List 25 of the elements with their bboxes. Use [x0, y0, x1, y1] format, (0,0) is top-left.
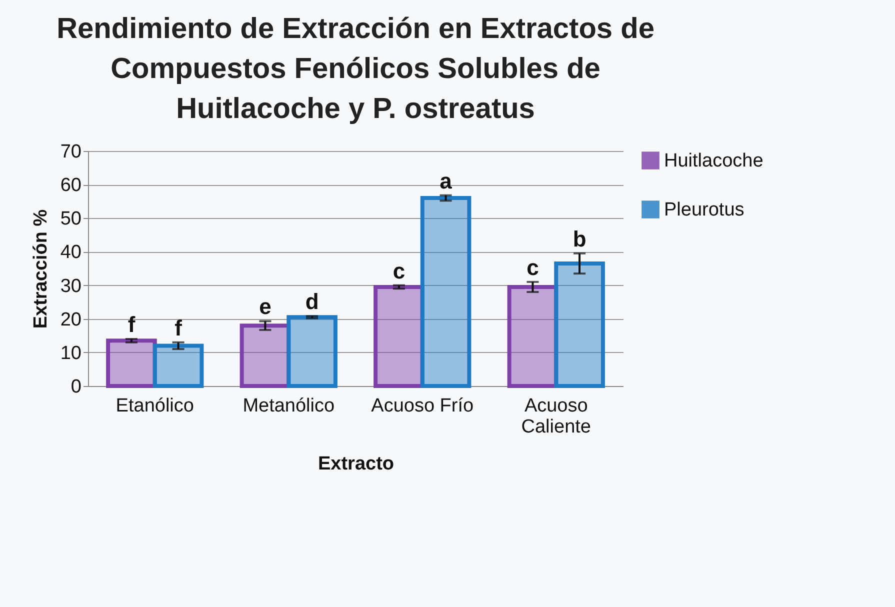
annotation: b	[572, 226, 586, 252]
annotation: f	[174, 315, 183, 340]
annotation: e	[259, 294, 272, 320]
annotation: c	[392, 258, 406, 284]
annotation: a	[440, 168, 453, 194]
x-tick-label: Etanólico	[116, 396, 194, 416]
y-tick-label: 10	[60, 342, 82, 364]
annotation: d	[305, 289, 319, 314]
legend-label: Pleurotus	[664, 200, 744, 220]
y-tick-label: 50	[60, 208, 82, 230]
y-tick-label: 0	[70, 376, 82, 398]
x-tick-label: Metanólico	[242, 396, 335, 416]
y-tick-label: 70	[60, 142, 82, 162]
y-tick-label: 30	[60, 276, 82, 297]
legend-label: Huitlacoche	[664, 150, 764, 172]
y-tick-label: 60	[60, 175, 82, 196]
annotation: c	[526, 254, 539, 280]
x-axis-title: Extracto	[318, 454, 394, 474]
annotation: f	[128, 312, 136, 337]
x-tick-label: Acuoso Caliente	[521, 396, 591, 438]
y-tick-label: 20	[60, 309, 82, 330]
y-axis-title: Extracción %	[30, 209, 52, 329]
x-tick-label: Acuoso Frío	[371, 396, 474, 416]
y-tick-label: 40	[60, 242, 82, 264]
chart-title: Rendimiento de Extracción en Extractos de Compuestos Fenólicos Solubles de Huitlacoche y P. ostreatus	[56, 13, 654, 125]
